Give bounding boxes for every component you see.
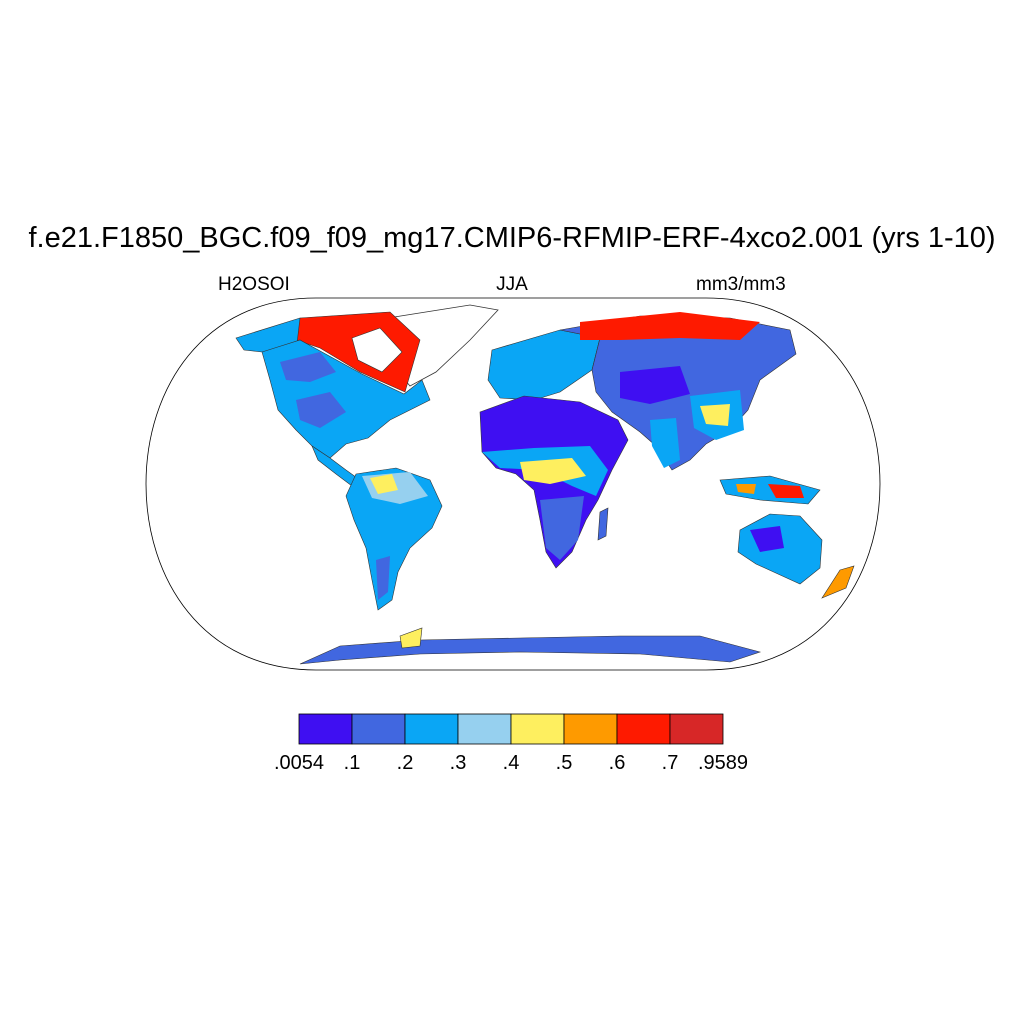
south-america xyxy=(345,467,443,611)
maritime-continent xyxy=(719,475,821,505)
colorbar-tick-label: .5 xyxy=(555,752,573,774)
units-label: mm3/mm3 xyxy=(696,274,786,295)
colorbar-swatch xyxy=(351,713,406,745)
colorbar-tick-label: .4 xyxy=(502,752,520,774)
colorbar-tick-label: .7 xyxy=(661,752,679,774)
colorbar-swatch xyxy=(404,713,459,745)
colorbar-swatch xyxy=(298,713,353,745)
colorbar-tick-label: .2 xyxy=(396,752,414,774)
colorbar-swatch xyxy=(616,713,671,745)
colorbar xyxy=(298,713,724,745)
colorbar-tick-label: .6 xyxy=(608,752,626,774)
colorbar-tick-label: .3 xyxy=(449,752,467,774)
colorbar-swatch xyxy=(457,713,512,745)
colorbar-tick-label: .1 xyxy=(343,752,361,774)
variable-label: H2OSOI xyxy=(218,274,290,295)
colorbar-swatch xyxy=(563,713,618,745)
map-border xyxy=(145,297,881,671)
europe xyxy=(487,329,601,401)
australia xyxy=(737,513,823,585)
colorbar-tick-label: .0054 xyxy=(273,752,325,774)
season-label: JJA xyxy=(496,274,528,295)
antarctica xyxy=(299,635,762,665)
chart-title: f.e21.F1850_BGC.f09_f09_mg17.CMIP6-RFMIP… xyxy=(28,222,996,254)
colorbar-swatch xyxy=(510,713,565,745)
colorbar-swatch xyxy=(669,713,724,745)
colorbar-tick-label: .9589 xyxy=(697,752,749,774)
